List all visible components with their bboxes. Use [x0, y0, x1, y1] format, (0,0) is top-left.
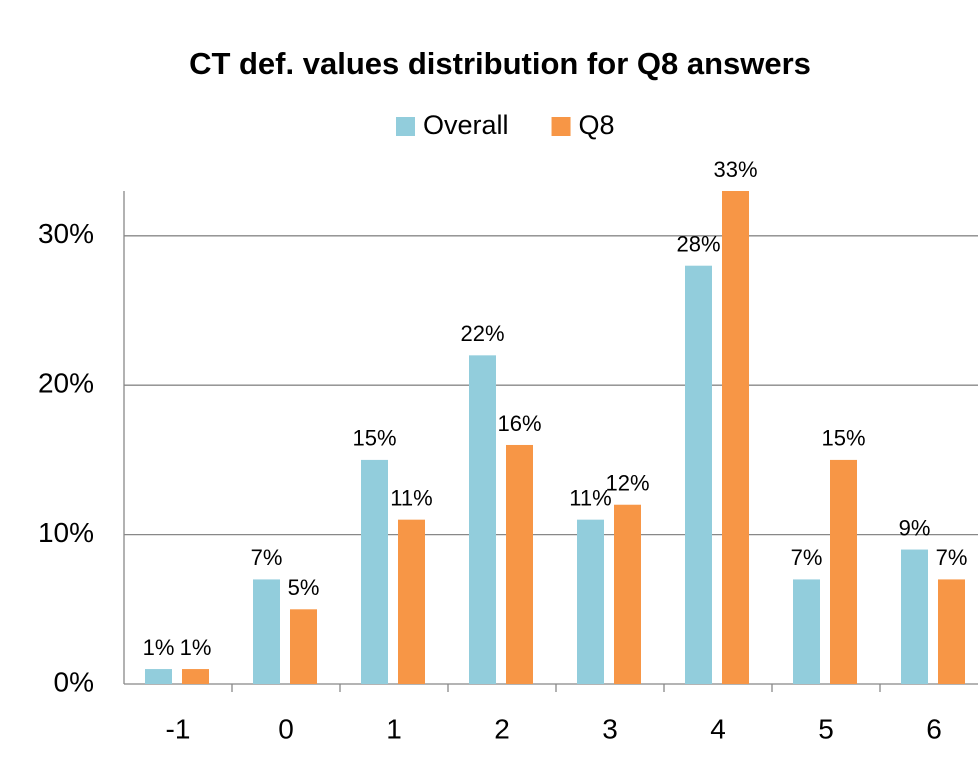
value-label: 12% — [605, 471, 649, 496]
y-tick-label: 0% — [54, 666, 94, 697]
value-label: 7% — [791, 545, 823, 570]
value-label: 11% — [390, 485, 432, 510]
legend-swatch — [396, 117, 415, 136]
bar — [577, 519, 604, 684]
value-label: 1% — [143, 635, 175, 660]
bar — [614, 504, 641, 684]
bar — [145, 669, 172, 684]
y-tick-label: 30% — [38, 218, 94, 249]
value-label: 28% — [676, 232, 720, 257]
x-tick-label: 4 — [710, 713, 726, 744]
bar — [506, 444, 533, 684]
value-label: 15% — [352, 426, 396, 451]
value-label: 11% — [569, 485, 611, 510]
legend-label: Q8 — [579, 110, 615, 140]
value-label: 22% — [460, 321, 504, 346]
bar — [938, 579, 965, 684]
legend-label: Overall — [423, 110, 509, 140]
value-label: 9% — [899, 515, 931, 540]
x-tick-label: 5 — [818, 713, 834, 744]
bar — [722, 191, 749, 684]
chart-title: CT def. values distribution for Q8 answe… — [189, 46, 811, 81]
value-label: 1% — [180, 635, 212, 660]
x-tick-label: 1 — [386, 713, 402, 744]
x-tick-label: 6 — [926, 713, 942, 744]
bar — [793, 579, 820, 684]
y-tick-label: 10% — [38, 517, 94, 548]
bar — [685, 265, 712, 684]
legend-swatch — [551, 117, 571, 136]
bar — [182, 669, 209, 684]
value-label: 16% — [497, 411, 541, 436]
y-tick-label: 20% — [38, 368, 94, 399]
bar — [290, 609, 317, 684]
bar — [398, 519, 425, 684]
x-tick-label: -1 — [166, 713, 191, 744]
bar — [361, 459, 388, 684]
value-label: 33% — [713, 157, 757, 182]
bar — [901, 549, 928, 684]
value-label: 7% — [251, 545, 283, 570]
bar — [830, 459, 857, 684]
x-tick-label: 3 — [602, 713, 618, 744]
value-label: 15% — [821, 426, 865, 451]
value-label: 5% — [288, 575, 320, 600]
bar — [469, 355, 496, 684]
bar — [253, 579, 280, 684]
x-tick-label: 2 — [494, 713, 510, 744]
x-tick-label: 0 — [278, 713, 294, 744]
value-label: 7% — [936, 545, 968, 570]
